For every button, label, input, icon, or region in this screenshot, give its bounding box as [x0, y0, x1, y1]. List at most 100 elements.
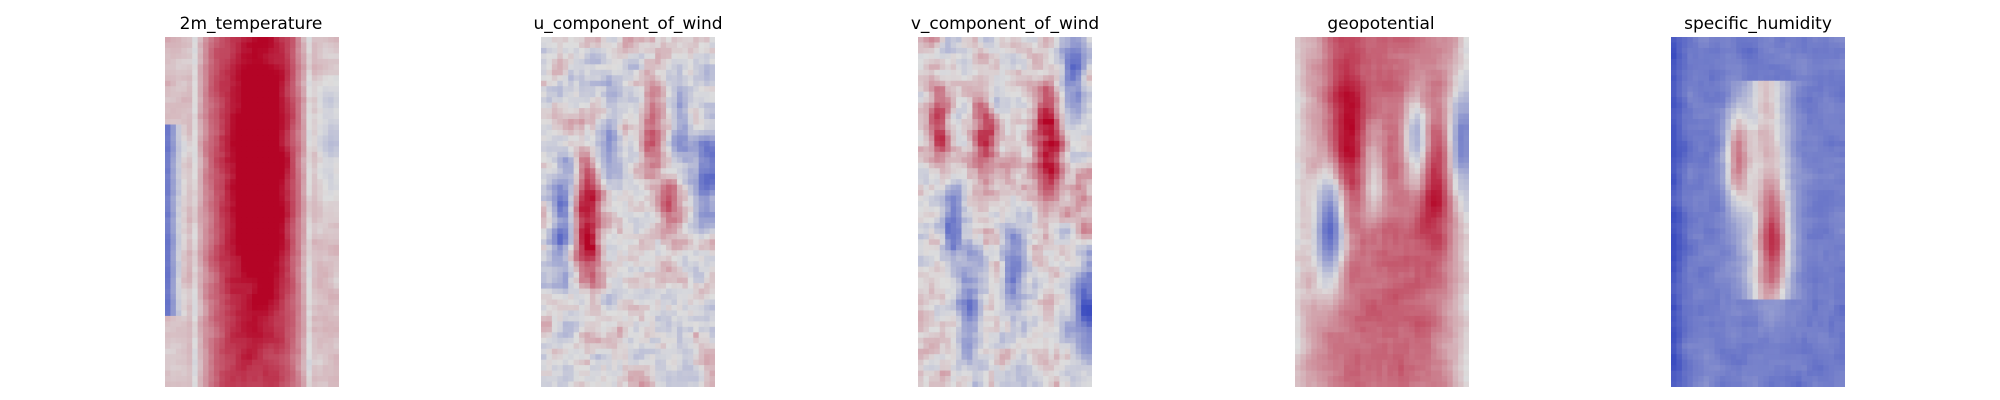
heatmap-cell [584, 151, 591, 158]
heatmap-cell [290, 228, 297, 235]
heatmap-cell [322, 321, 329, 328]
heatmap-cell [923, 173, 930, 180]
heatmap-cell [999, 64, 1006, 71]
heatmap-cell [546, 151, 553, 158]
heatmap-cell [317, 113, 324, 120]
heatmap-cell [671, 58, 678, 65]
heatmap-cell [235, 315, 242, 322]
heatmap-cell [541, 80, 548, 87]
heatmap-cell [235, 135, 242, 142]
heatmap-cell [328, 37, 335, 44]
heatmap-cell [983, 124, 990, 131]
heatmap-cell [268, 304, 275, 312]
heatmap-cell [671, 179, 678, 186]
heatmap-cell [203, 233, 210, 240]
heatmap-cell [1064, 64, 1071, 71]
heatmap-cell [551, 195, 558, 202]
heatmap-cell [638, 195, 645, 202]
heatmap-cell [1010, 124, 1017, 131]
heatmap-cell [1064, 124, 1071, 131]
heatmap-cell [693, 332, 700, 339]
heatmap-cell [573, 266, 580, 273]
heatmap-cell [693, 53, 700, 60]
panel-title-2: v_component_of_wind [910, 14, 1100, 34]
heatmap-cell [541, 102, 548, 109]
heatmap-cell [268, 337, 275, 344]
heatmap-cell [693, 157, 700, 164]
heatmap-cell [704, 244, 711, 251]
heatmap-cell [966, 80, 973, 87]
heatmap-cell [649, 266, 656, 273]
heatmap-cell [230, 299, 237, 306]
heatmap-cell [219, 102, 226, 109]
heatmap-cell [649, 190, 656, 197]
heatmap-cell [203, 129, 210, 137]
heatmap-cell [306, 332, 313, 339]
heatmap-cell [268, 108, 275, 115]
heatmap-cell [638, 47, 645, 55]
heatmap-cell [295, 64, 302, 71]
heatmap-cell [676, 184, 683, 191]
heatmap-cell [682, 277, 689, 284]
heatmap-cell [693, 140, 700, 147]
heatmap-cell [333, 179, 339, 186]
heatmap-cell [562, 222, 569, 230]
heatmap-cell [644, 184, 651, 191]
heatmap-cell [1015, 129, 1022, 137]
heatmap-cell [918, 80, 925, 87]
heatmap-cell [568, 129, 575, 137]
heatmap-cell [617, 277, 624, 284]
heatmap-cell [595, 53, 602, 60]
heatmap-cell [295, 321, 302, 328]
heatmap-cell [628, 42, 635, 49]
heatmap-cell [1075, 129, 1082, 137]
heatmap-cell [1075, 80, 1082, 87]
heatmap-cell [660, 184, 667, 191]
heatmap-cell [961, 157, 968, 164]
heatmap-cell [1059, 37, 1066, 44]
heatmap-cell [644, 239, 651, 246]
heatmap-cell [246, 239, 253, 246]
heatmap-cell [676, 58, 683, 65]
heatmap-cell [589, 42, 596, 49]
heatmap-cell [295, 283, 302, 290]
heatmap-cell [709, 201, 715, 208]
heatmap-cell [279, 244, 286, 251]
heatmap-cell [600, 321, 607, 328]
heatmap-cell [252, 195, 259, 202]
heatmap-cell [268, 201, 275, 208]
heatmap-cell [589, 272, 596, 279]
heatmap-cell [203, 119, 210, 126]
heatmap-cell [628, 108, 635, 115]
heatmap-cell [252, 250, 259, 257]
heatmap-cell [295, 69, 302, 76]
heatmap-cell [660, 86, 667, 93]
heatmap-cell [322, 80, 329, 87]
heatmap-cell [994, 168, 1001, 175]
heatmap-cell [311, 288, 318, 295]
heatmap-cell [268, 266, 275, 273]
heatmap-cell [633, 370, 640, 377]
heatmap-cell [224, 326, 231, 333]
heatmap-cell [633, 337, 640, 344]
heatmap-cell [687, 206, 694, 213]
heatmap-cell [611, 283, 618, 290]
heatmap-cell [671, 294, 678, 301]
heatmap-cell [666, 212, 673, 219]
heatmap-cell [257, 376, 264, 383]
heatmap-cell [252, 201, 259, 208]
heatmap-cell [186, 190, 193, 197]
heatmap-cell [622, 261, 629, 268]
heatmap-cell [638, 250, 645, 257]
heatmap-cell [589, 261, 596, 268]
heatmap-cell [666, 162, 673, 169]
heatmap-cell [1005, 135, 1012, 142]
heatmap-cell [262, 184, 269, 191]
heatmap-cell [698, 343, 705, 350]
heatmap-cell [961, 37, 968, 44]
heatmap-cell [660, 348, 667, 355]
heatmap-cell [660, 337, 667, 344]
heatmap-cell [698, 332, 705, 339]
heatmap-cell [671, 304, 678, 312]
heatmap-cell [284, 222, 291, 230]
